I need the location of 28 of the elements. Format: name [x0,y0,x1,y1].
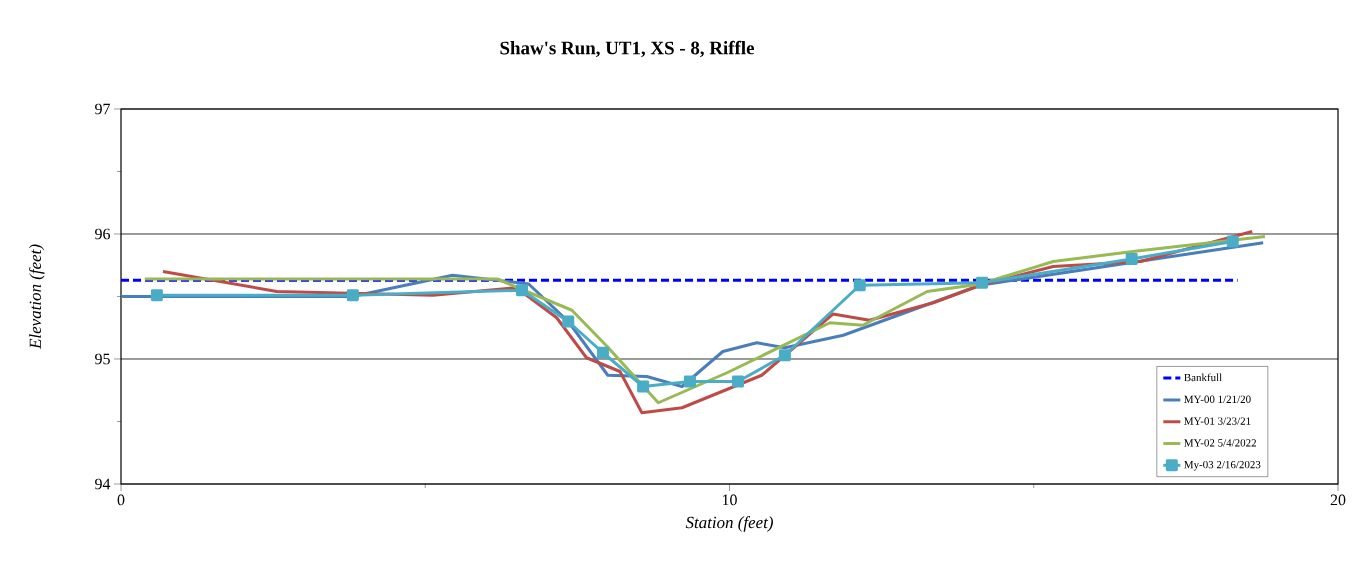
point [346,289,359,302]
point [596,346,609,359]
point [562,315,575,328]
legend-label: MY-02 5/4/2022 [1184,439,1256,447]
y-tick-label: 94 [95,478,111,490]
chart-title: Shaw's Run, UT1, XS - 8, Riffle [500,40,755,58]
x-tick-label: 10 [722,494,737,506]
point [778,349,791,362]
y-tick-label: 97 [95,103,111,115]
point [732,375,745,388]
y-axis-title: Elevation (feet) [28,244,45,350]
point [637,380,650,393]
legend-label: MY-00 1/21/20 [1184,395,1251,403]
point [150,289,163,302]
y-tick-label: 95 [95,353,110,365]
legend-label: MY-01 3/23/21 [1184,417,1251,425]
point [1125,253,1138,265]
point [516,284,528,297]
point [976,276,989,289]
x-tick-label: 20 [1330,494,1346,506]
point [1226,235,1239,248]
legend-label: My-03 2/16/2023 [1184,460,1261,471]
point [683,375,696,388]
point [853,279,866,292]
legend-label: Bankfull [1184,373,1222,382]
y-tick-label: 96 [95,228,111,240]
x-axis-title: Station (feet) [685,516,773,532]
x-tick-label: 0 [117,494,125,506]
